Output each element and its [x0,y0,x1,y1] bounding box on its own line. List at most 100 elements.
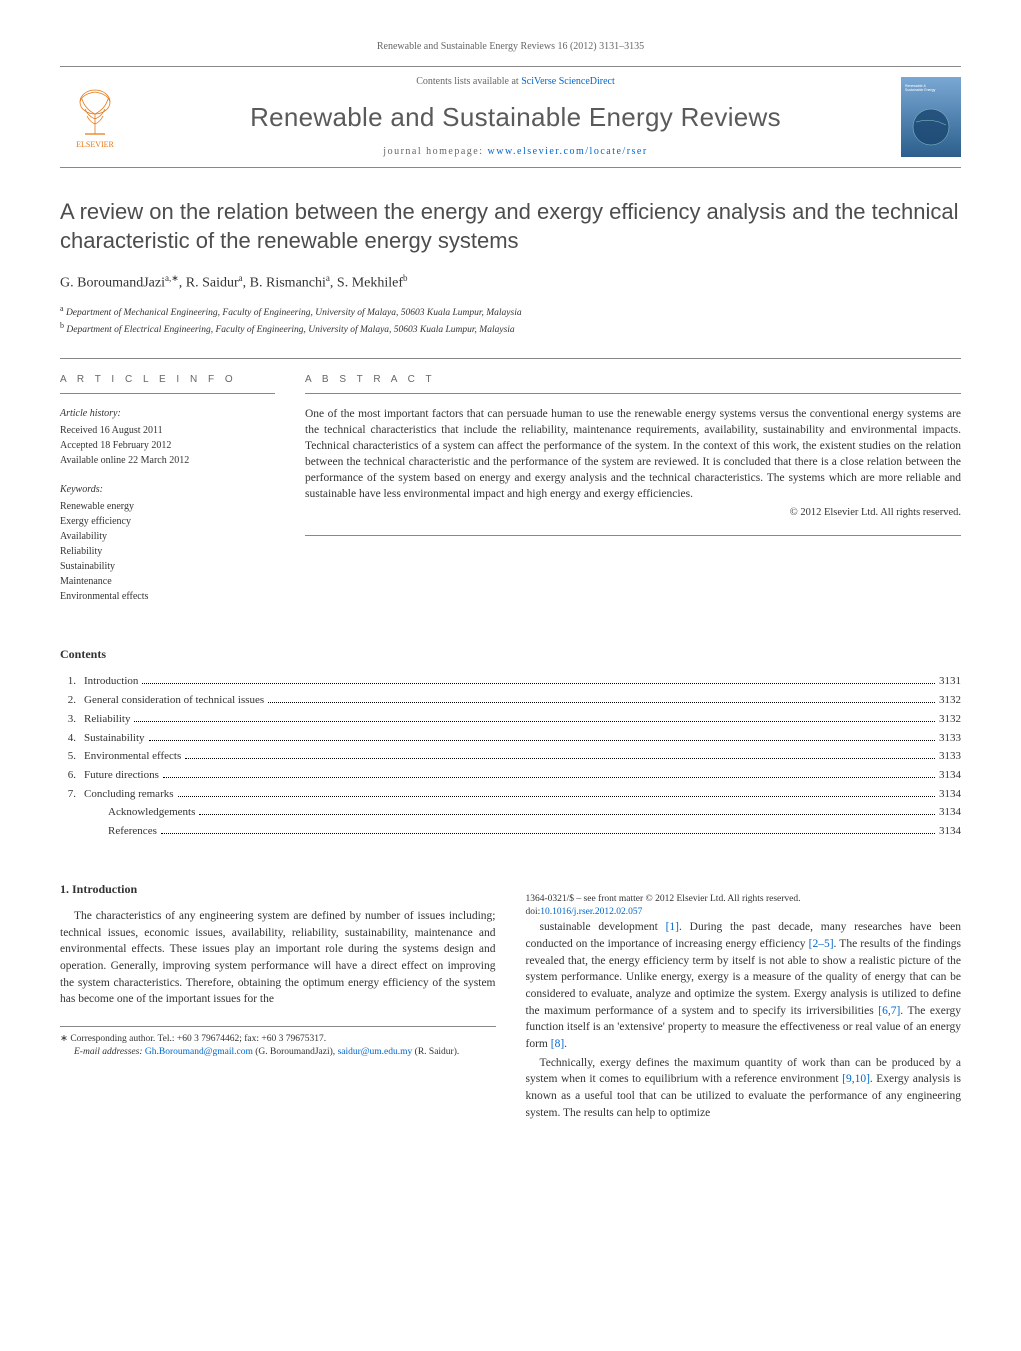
toc-dots [142,683,935,684]
homepage-line: journal homepage: www.elsevier.com/locat… [142,145,889,159]
author-4: , S. Mekhilef [330,275,403,290]
affiliations: a Department of Mechanical Engineering, … [60,303,961,338]
body-para-1: The characteristics of any engineering s… [60,908,496,1008]
history-online: Available online 22 March 2012 [60,453,275,468]
author-3: , B. Rismanchi [243,275,326,290]
body-para-3: Technically, exergy defines the maximum … [526,1055,962,1122]
section-1-heading: 1. Introduction [60,881,496,898]
toc-item: 5.Environmental effects 3133 [60,747,961,766]
authors: G. BoroumandJazia,∗, R. Saidura, B. Rism… [60,272,961,293]
footnote-block: ∗ Corresponding author. Tel.: +60 3 7967… [60,1026,496,1060]
author-4-sup: b [403,273,408,283]
toc-dots [178,796,935,797]
abstract-copyright: © 2012 Elsevier Ltd. All rights reserved… [305,506,961,521]
keyword: Exergy efficiency [60,514,275,529]
journal-cover-thumbnail: Renewable & Sustainable Energy [901,77,961,157]
article-info-heading: a r t i c l e i n f o [60,373,275,394]
cover-icon: Renewable & Sustainable Energy [901,77,961,157]
masthead: ELSEVIER Contents lists available at Sci… [60,66,961,168]
toc-page: 3134 [939,766,961,785]
keyword: Maintenance [60,574,275,589]
ref-link[interactable]: [8] [551,1038,564,1050]
toc-page: 3134 [939,803,961,822]
toc-dots [134,721,935,722]
keyword: Sustainability [60,559,275,574]
contents-title: Contents [60,646,961,663]
toc-page: 3134 [939,822,961,841]
toc-page: 3131 [939,672,961,691]
toc-num: 7. [60,785,84,804]
elsevier-logo: ELSEVIER [60,77,130,157]
svg-text:Sustainable Energy: Sustainable Energy [905,88,936,92]
body-text: sustainable development [540,921,666,933]
toc-dots [149,740,936,741]
contents-section: Contents 1.Introduction31312.General con… [60,646,961,841]
toc-list: 1.Introduction31312.General consideratio… [60,672,961,840]
abstract: a b s t r a c t One of the most importan… [305,373,961,618]
publisher-name: ELSEVIER [76,139,114,150]
keyword: Availability [60,529,275,544]
sciverse-link[interactable]: SciVerse ScienceDirect [521,76,615,87]
toc-label: Environmental effects [84,747,181,766]
toc-label: Sustainability [84,729,145,748]
email-link-2[interactable]: saidur@um.edu.my [338,1047,413,1057]
toc-item: 3.Reliability 3132 [60,710,961,729]
toc-page: 3132 [939,691,961,710]
body-para-2: sustainable development [1]. During the … [526,919,962,1052]
toc-dots [185,758,935,759]
journal-name: Renewable and Sustainable Energy Reviews [142,99,889,135]
ref-link[interactable]: [2–5] [809,938,834,950]
affil-b: Department of Electrical Engineering, Fa… [64,325,515,335]
keyword: Renewable energy [60,499,275,514]
toc-item: References3134 [60,822,961,841]
toc-label: Reliability [84,710,130,729]
toc-label: Acknowledgements [108,803,195,822]
toc-num: 3. [60,710,84,729]
author-2: , R. Saidur [179,275,239,290]
toc-dots [161,833,935,834]
corresponding-author: ∗ Corresponding author. Tel.: +60 3 7967… [60,1033,496,1046]
toc-num: 5. [60,747,84,766]
homepage-link[interactable]: www.elsevier.com/locate/rser [488,146,648,157]
toc-dots [268,702,935,703]
toc-label: General consideration of technical issue… [84,691,264,710]
toc-num: 6. [60,766,84,785]
toc-num: 2. [60,691,84,710]
body-columns: 1. Introduction The characteristics of a… [60,871,961,1124]
toc-item: Acknowledgements 3134 [60,803,961,822]
email-link-1[interactable]: Gh.Boroumand@gmail.com [145,1047,253,1057]
author-1: G. BoroumandJazi [60,275,165,290]
homepage-label: journal homepage: [383,146,487,157]
toc-dots [163,777,935,778]
abstract-text: One of the most important factors that c… [305,408,961,500]
toc-dots [199,814,935,815]
doi-label: doi: [526,907,541,917]
toc-page: 3134 [939,785,961,804]
toc-label: Concluding remarks [84,785,174,804]
ref-link[interactable]: [9,10] [842,1073,870,1085]
ref-link[interactable]: [6,7] [878,1005,900,1017]
toc-item: 2.General consideration of technical iss… [60,691,961,710]
email-who-1: (G. BoroumandJazi), [253,1047,338,1057]
toc-num: 4. [60,729,84,748]
abstract-heading: a b s t r a c t [305,373,961,394]
masthead-center: Contents lists available at SciVerse Sci… [142,75,889,159]
author-1-corr-sup: ∗ [171,273,179,283]
issn-line: 1364-0321/$ – see front matter © 2012 El… [526,893,962,906]
toc-num: 1. [60,672,84,691]
toc-page: 3132 [939,710,961,729]
ref-link[interactable]: [1] [666,921,679,933]
contents-available-line: Contents lists available at SciVerse Sci… [142,75,889,89]
keywords-head: Keywords: [60,482,275,497]
history-received: Received 16 August 2011 [60,423,275,438]
email-label: E-mail addresses: [74,1047,145,1057]
keyword: Environmental effects [60,589,275,604]
toc-label: Introduction [84,672,138,691]
toc-page: 3133 [939,747,961,766]
body-text: . [564,1038,567,1050]
affil-a: Department of Mechanical Engineering, Fa… [64,308,522,318]
doi-link[interactable]: 10.1016/j.rser.2012.02.057 [540,907,642,917]
elsevier-tree-icon [70,84,120,139]
history-head: Article history: [60,406,275,421]
toc-item: 6.Future directions3134 [60,766,961,785]
